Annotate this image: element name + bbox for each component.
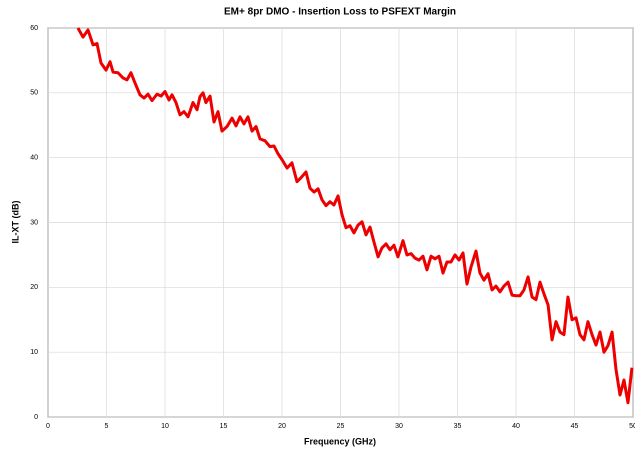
y-tick-label: 30 [30,219,38,226]
x-tick-label: 0 [46,423,50,430]
y-axis-label: IL-XT (dB) [10,201,20,244]
x-tick-label: 45 [571,423,579,430]
x-tick-label: 15 [220,423,228,430]
x-axis-label: Frequency (GHz) [304,436,376,446]
data-line [76,27,634,405]
x-tick-label: 5 [105,423,109,430]
y-tick-label: 20 [30,284,38,291]
x-tick-label: 35 [454,423,462,430]
y-tick-label: 0 [34,414,38,421]
y-tick-label: 40 [30,155,38,162]
x-tick-label: 10 [161,423,169,430]
chart-title: EM+ 8pr DMO - Insertion Loss to PSFEXT M… [224,7,456,18]
x-tick-label: 20 [278,423,286,430]
x-tick-label: 25 [337,423,345,430]
y-tick-label: 10 [30,349,38,356]
y-tick-label: 50 [30,90,38,97]
y-tick-label: 60 [30,25,38,32]
x-tick-label: 40 [512,423,520,430]
x-tick-label: 50 [629,423,635,430]
x-tick-label: 30 [395,423,403,430]
